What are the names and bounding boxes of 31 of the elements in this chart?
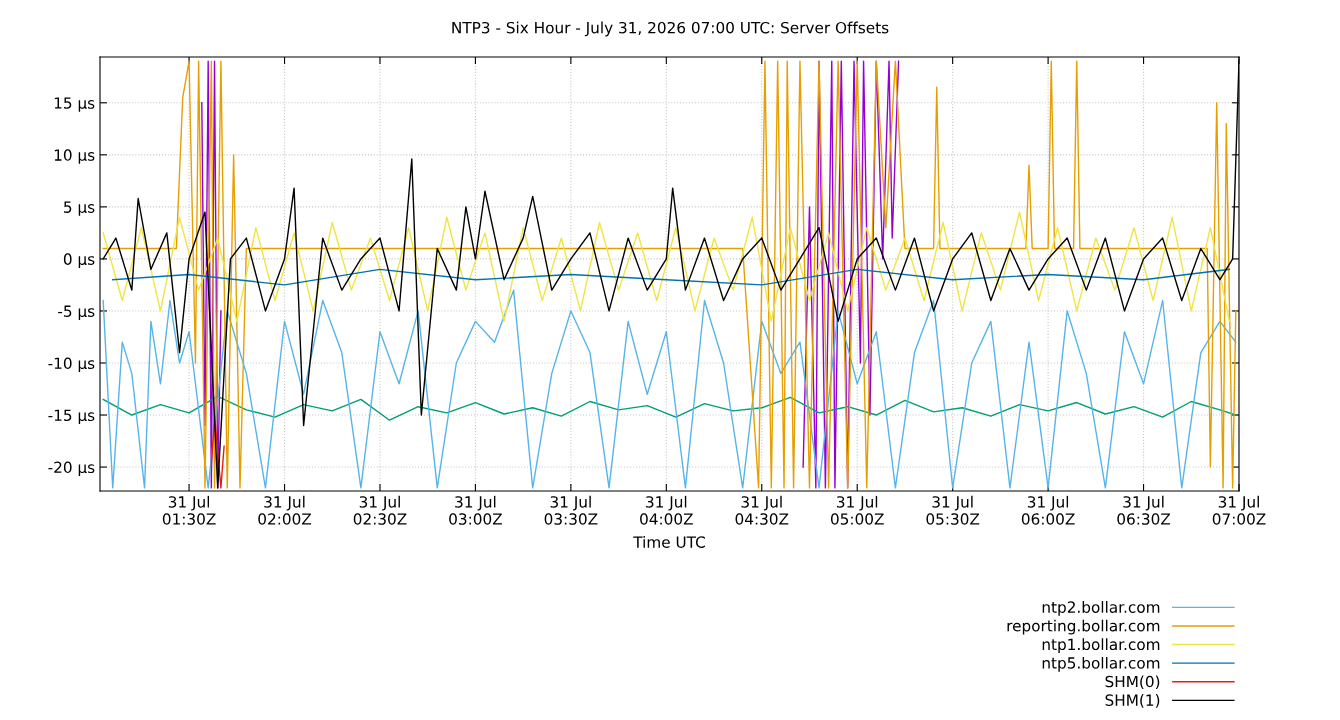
- legend-label: ntp1.bollar.com: [1042, 638, 1160, 654]
- line-series: [102, 211, 1231, 323]
- line-series: [102, 395, 1237, 421]
- x-tick-label: 31 Jul 05:30Z: [926, 495, 980, 525]
- x-tick-label: 31 Jul 04:30Z: [735, 495, 789, 525]
- chart-title: NTP3 - Six Hour - July 31, 2026 07:00 UTC: Server Offsets: [452, 21, 889, 37]
- legend-label: ntp2.bollar.com: [1042, 601, 1160, 616]
- y-tick-label: 0 µs: [63, 253, 95, 268]
- legend-label: reporting.bollar.com: [1007, 619, 1160, 635]
- legend-label: SHM(0): [1105, 675, 1160, 690]
- y-tick-label: 10 µs: [54, 149, 95, 164]
- x-tick-label: 31 Jul 06:00Z: [1021, 495, 1075, 525]
- x-tick-label: 31 Jul 01:30Z: [162, 495, 216, 525]
- x-tick-label: 31 Jul 03:30Z: [544, 495, 598, 525]
- legend-label: SHM(1): [1105, 694, 1160, 708]
- x-tick-label: 31 Jul 02:30Z: [353, 495, 407, 525]
- x-tick-label: 31 Jul 02:00Z: [258, 495, 312, 525]
- x-tick-label: 31 Jul 06:30Z: [1117, 495, 1171, 525]
- x-tick-label: 31 Jul 03:00Z: [449, 495, 502, 525]
- y-tick-label: -10 µs: [48, 357, 95, 372]
- legend-label: ntp5.bollar.com: [1042, 656, 1160, 672]
- y-tick-label: 5 µs: [64, 201, 95, 216]
- y-tick-label: -5 µs: [58, 305, 95, 320]
- x-tick-label: 31 Jul 04:00Z: [640, 495, 693, 525]
- x-tick-label: 31 Jul 05:00Z: [830, 495, 884, 525]
- y-tick-label: -15 µs: [48, 409, 95, 425]
- y-tick-label: 15 µs: [54, 97, 95, 112]
- line-series: [112, 268, 1231, 286]
- x-tick-label: 31 Jul 07:00Z: [1212, 495, 1266, 525]
- y-tick-label: -20 µs: [48, 461, 95, 477]
- x-axis-title: Time UTC: [633, 536, 705, 548]
